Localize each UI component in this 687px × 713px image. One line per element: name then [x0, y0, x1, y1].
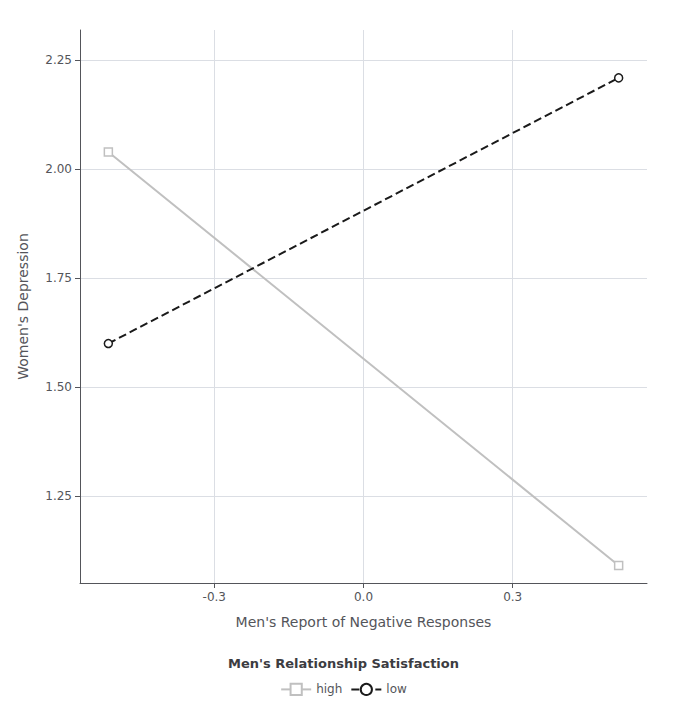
svg-text:1.75: 1.75 — [45, 271, 72, 285]
svg-text:Women's Depression: Women's Depression — [15, 233, 31, 380]
svg-text:low: low — [386, 682, 407, 696]
svg-text:1.50: 1.50 — [45, 380, 72, 394]
svg-text:Men's Report of Negative Respo: Men's Report of Negative Responses — [236, 614, 492, 630]
svg-text:Men's Relationship Satisfactio: Men's Relationship Satisfaction — [228, 656, 459, 671]
svg-text:high: high — [316, 682, 342, 696]
svg-text:0.0: 0.0 — [354, 590, 373, 604]
svg-text:1.25: 1.25 — [45, 489, 72, 503]
svg-text:0.3: 0.3 — [503, 590, 522, 604]
svg-text:2.00: 2.00 — [45, 162, 72, 176]
svg-text:2.25: 2.25 — [45, 53, 72, 67]
svg-text:-0.3: -0.3 — [203, 590, 226, 604]
